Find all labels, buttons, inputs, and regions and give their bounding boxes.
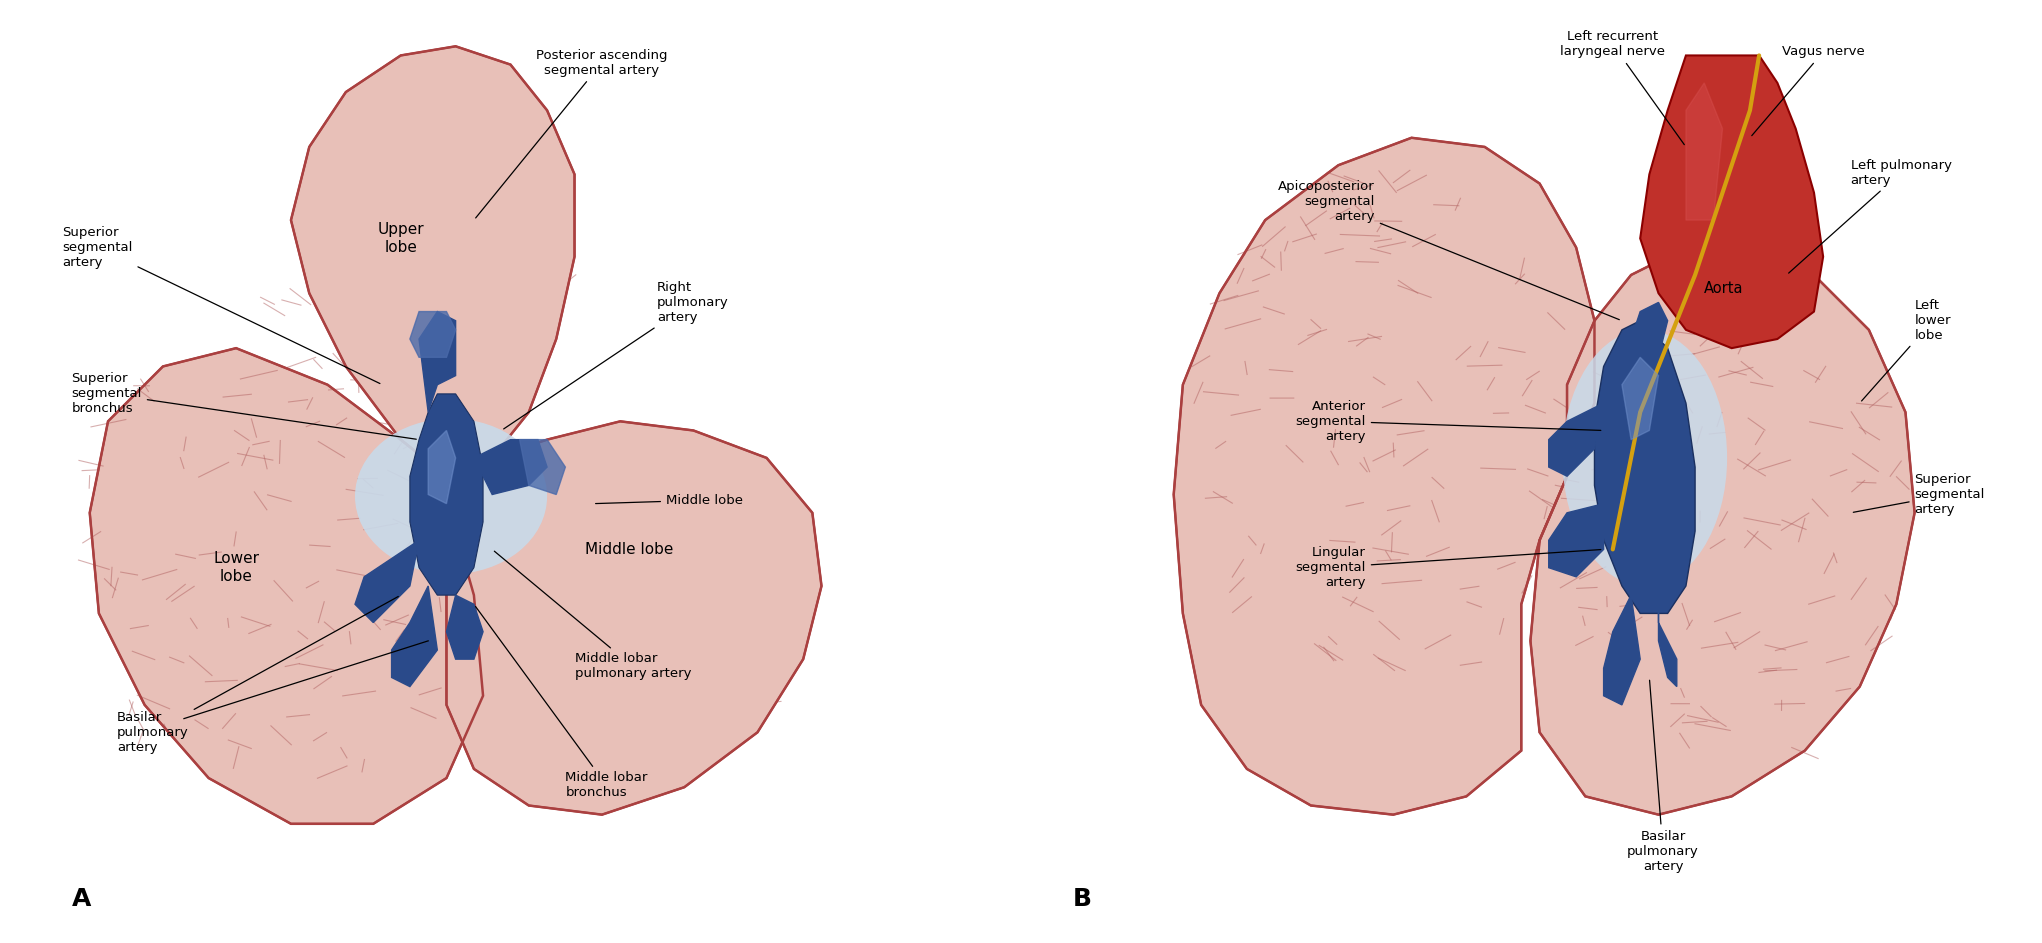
Text: B: B (1074, 887, 1092, 911)
Text: Right
pulmonary
artery: Right pulmonary artery (504, 281, 729, 429)
Text: Aorta: Aorta (1705, 281, 1744, 296)
Polygon shape (1548, 504, 1603, 577)
Text: Apicoposterior
segmental
artery: Apicoposterior segmental artery (1278, 180, 1619, 320)
Polygon shape (392, 586, 437, 687)
Polygon shape (1529, 247, 1915, 815)
Polygon shape (410, 394, 484, 595)
Polygon shape (447, 422, 821, 815)
Text: Lower
lobe: Lower lobe (212, 552, 259, 584)
Polygon shape (1632, 303, 1668, 357)
Text: Middle lobe: Middle lobe (596, 493, 743, 506)
Text: Superior
segmental
bronchus: Superior segmental bronchus (71, 372, 417, 439)
Polygon shape (1174, 138, 1595, 815)
Polygon shape (355, 540, 419, 622)
Ellipse shape (1562, 330, 1728, 586)
Polygon shape (1640, 56, 1824, 348)
Polygon shape (519, 439, 566, 494)
Polygon shape (1687, 83, 1723, 220)
Polygon shape (1658, 604, 1676, 687)
Polygon shape (1595, 321, 1695, 613)
Polygon shape (474, 439, 547, 494)
Polygon shape (90, 348, 484, 824)
Polygon shape (429, 430, 455, 504)
Polygon shape (1603, 595, 1640, 704)
Text: A: A (71, 887, 90, 911)
Text: Superior
segmental
artery: Superior segmental artery (1854, 472, 1985, 516)
Text: Upper
lobe: Upper lobe (378, 223, 425, 255)
Text: Left
lower
lobe: Left lower lobe (1862, 299, 1950, 401)
Polygon shape (1548, 403, 1603, 476)
Text: Basilar
pulmonary
artery: Basilar pulmonary artery (116, 597, 398, 753)
Text: Middle lobar
bronchus: Middle lobar bronchus (476, 606, 647, 800)
Polygon shape (290, 46, 574, 476)
Text: Middle lobe: Middle lobe (586, 542, 674, 557)
Text: Superior
segmental
artery: Superior segmental artery (63, 225, 380, 384)
Polygon shape (410, 311, 455, 357)
Text: Anterior
segmental
artery: Anterior segmental artery (1295, 400, 1601, 442)
Text: Middle lobar
pulmonary artery: Middle lobar pulmonary artery (494, 551, 690, 681)
Text: Posterior ascending
segmental artery: Posterior ascending segmental artery (476, 49, 668, 218)
Polygon shape (447, 595, 484, 659)
Text: Left recurrent
laryngeal nerve: Left recurrent laryngeal nerve (1560, 30, 1685, 144)
Polygon shape (419, 311, 455, 412)
Polygon shape (1621, 357, 1658, 439)
Text: Basilar
pulmonary
artery: Basilar pulmonary artery (1627, 680, 1699, 872)
Ellipse shape (355, 419, 547, 574)
Text: Vagus nerve: Vagus nerve (1752, 45, 1864, 136)
Text: Left pulmonary
artery: Left pulmonary artery (1789, 158, 1952, 273)
Text: Lingular
segmental
artery: Lingular segmental artery (1295, 546, 1601, 589)
